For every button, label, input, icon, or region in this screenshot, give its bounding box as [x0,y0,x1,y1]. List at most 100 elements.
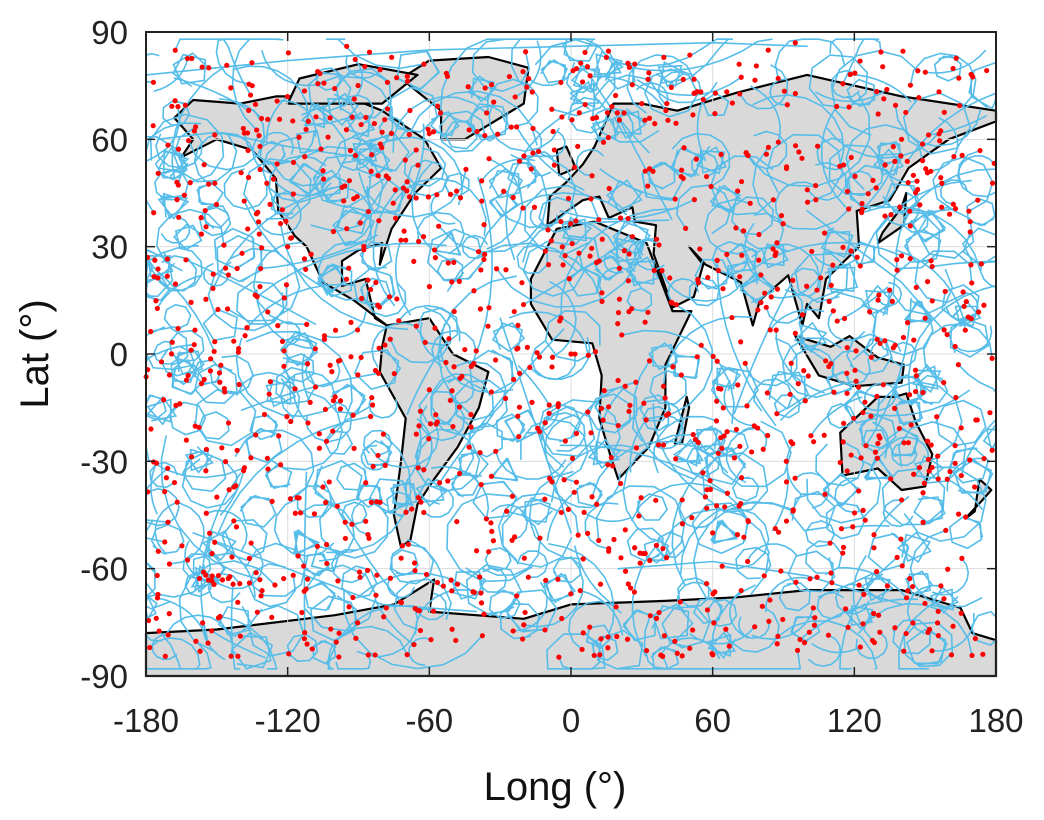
data-point [926,468,932,474]
data-point [265,116,271,122]
data-point [622,568,629,574]
data-point [281,575,287,582]
data-point [413,195,419,201]
data-point [511,376,517,383]
data-point [542,420,548,426]
data-point [901,648,907,654]
data-point [929,263,935,270]
data-point [225,272,231,278]
data-point [555,576,561,582]
track-line [752,94,845,168]
data-point [274,161,280,167]
data-point [191,342,197,348]
data-point [466,444,472,450]
data-point [325,134,331,140]
track-line [182,553,212,580]
data-point [301,256,308,262]
data-point [653,615,660,621]
data-point [376,218,382,224]
track-line [931,557,970,596]
data-point [719,445,725,451]
data-point [617,480,624,487]
track-line [157,255,198,292]
data-point [690,112,696,118]
data-point [935,633,941,639]
track-line [709,184,742,214]
data-point [656,242,662,248]
track-line [149,461,178,489]
track-line [939,179,969,206]
track-line [198,206,232,237]
data-point [600,139,607,145]
data-point [290,191,296,197]
data-point [237,581,243,587]
track-line [419,405,466,442]
track-line [362,439,393,468]
data-point [463,166,469,172]
data-point [587,624,593,630]
data-point [433,421,439,427]
track-line [496,413,526,443]
data-point [164,273,170,279]
data-point [448,577,454,583]
data-point [889,298,895,304]
data-point [256,132,262,139]
data-point [330,228,337,235]
data-point [587,73,593,79]
track-line [366,281,407,318]
data-point [344,226,350,232]
data-point [246,580,253,586]
track-line [150,462,158,515]
data-point [712,110,718,117]
track-line [948,446,990,484]
track-line [820,227,854,259]
track-line [679,500,794,575]
data-point [894,554,900,560]
data-point [275,323,281,329]
track-line [232,65,310,131]
data-point [625,60,631,66]
track-line [184,446,214,474]
data-point [165,465,171,471]
track-line [752,146,853,230]
data-point [354,620,361,626]
data-point [488,82,495,88]
track-line [934,399,987,447]
data-point [401,228,407,234]
track-line [153,57,189,92]
data-point [722,504,728,510]
data-point [585,409,591,415]
data-point [938,175,944,181]
track-line [787,550,836,593]
data-point [285,244,291,250]
data-point [417,627,424,634]
track-line [751,607,815,640]
data-point [647,557,653,564]
data-point [380,431,387,437]
data-point [215,306,221,313]
data-point [217,379,223,385]
track-line [771,460,789,532]
data-point [151,274,157,280]
data-point [425,126,431,132]
data-point [811,622,817,628]
data-point [191,128,197,134]
track-line [882,181,921,215]
track-line [257,202,302,236]
data-point [724,89,730,95]
data-point [303,586,309,592]
track-line [187,109,266,171]
data-point [632,545,638,551]
data-point [430,129,437,135]
data-point [530,150,536,156]
data-point [928,258,934,264]
data-point [277,462,284,468]
data-point [756,257,762,263]
data-point [436,480,443,486]
track-line [516,550,549,579]
data-point [351,96,357,102]
data-point [698,89,704,95]
data-point [796,149,802,155]
track-line [929,586,960,614]
data-point [618,555,624,561]
